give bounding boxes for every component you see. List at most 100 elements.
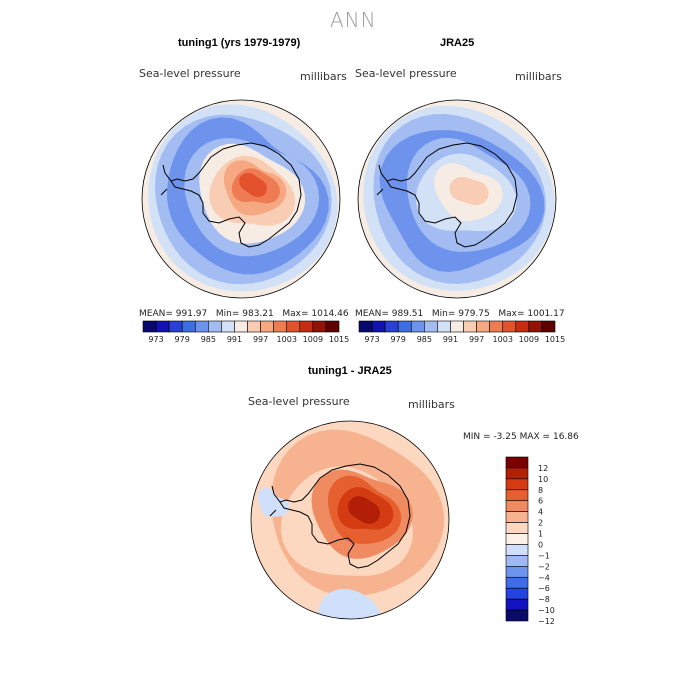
colorbar-swatch-0 — [142, 320, 157, 333]
colorbar-swatch-14 — [505, 609, 529, 622]
panel1-min-value: 983.21 — [242, 309, 274, 319]
panel2-units-label: millibars — [515, 70, 562, 83]
colorbar-tick-12: −8 — [538, 595, 550, 604]
colorbar-swatch-2 — [505, 478, 529, 491]
colorbar-swatch-9 — [260, 320, 274, 333]
panel1-units-label: millibars — [300, 70, 347, 83]
colorbar-swatch-3 — [505, 489, 529, 502]
colorbar-tick-8: −1 — [538, 551, 550, 560]
colorbar-tick-3: 991 — [443, 335, 458, 344]
colorbar-swatch-1 — [371, 320, 386, 333]
panel2-min-label: Min= — [431, 309, 456, 319]
colorbar-tick-2: 8 — [538, 486, 543, 495]
colorbar-tick-7: 1015 — [329, 335, 349, 344]
panel2-mean-value: 989.51 — [391, 309, 424, 319]
panel3-stats: MIN = -3.25 MAX = 16.86 — [463, 432, 579, 442]
colorbar-tick-5: 2 — [538, 519, 543, 528]
colorbar-tick-5: 1003 — [277, 335, 297, 344]
colorbar-tick-1: 979 — [175, 335, 190, 344]
panel1-stats: MEAN= 991.97 Min= 983.21 Max= 1014.46 — [139, 309, 349, 319]
colorbar-swatch-12 — [505, 587, 529, 600]
colorbar-swatch-8 — [463, 320, 477, 333]
colorbar-swatch-1 — [155, 320, 170, 333]
panel2-stats: MEAN= 989.51 Min= 979.75 Max= 1001.17 — [355, 309, 565, 319]
colorbar-swatch-6 — [437, 320, 451, 333]
colorbar-swatch-8 — [247, 320, 261, 333]
map-fill — [358, 100, 556, 298]
contour-band-5 — [348, 496, 380, 524]
panel1-max-value: 1014.46 — [311, 309, 349, 319]
colorbar-swatch-10 — [273, 320, 288, 333]
colorbar-swatch-14 — [541, 320, 556, 333]
colorbar-swatch-12 — [299, 320, 314, 333]
panel3-max-label: MAX = — [519, 432, 551, 442]
colorbar-tick-6: 1009 — [519, 335, 539, 344]
colorbar-tick-6: 1 — [538, 530, 543, 539]
panel3-colorbar: 12 10 8 6 4 2 10 −1 −2 −4 −6 −8 −10 −12 — [505, 456, 555, 626]
colorbar-swatch-9 — [505, 555, 529, 567]
panel1-mean-label: MEAN= — [139, 309, 173, 319]
panel2-mean-label: MEAN= — [355, 309, 389, 319]
colorbar-tick-13: −10 — [538, 606, 555, 615]
colorbar-swatch-2 — [168, 320, 183, 333]
panel3-min-value: -3.25 — [493, 432, 517, 442]
map-fill — [251, 421, 449, 619]
panel3-units-label: millibars — [408, 398, 455, 411]
colorbar-tick-5: 1003 — [493, 335, 513, 344]
colorbar-tick-3: 6 — [538, 497, 543, 506]
antarctica-coastline — [386, 142, 518, 248]
map-border — [250, 420, 450, 620]
south-america-tip — [269, 485, 281, 517]
colorbar-swatch-13 — [528, 320, 543, 333]
panel1-min-label: Min= — [215, 309, 240, 319]
negative-anomaly-south — [318, 589, 382, 619]
map-border — [141, 99, 341, 299]
colorbar-tick-1: 979 — [391, 335, 406, 344]
colorbar-swatch-10 — [505, 566, 529, 578]
colorbar-tick-4: 997 — [469, 335, 484, 344]
colorbar-tick-9: −2 — [538, 562, 550, 571]
panel2-max-value: 1001.17 — [527, 309, 565, 319]
panel1-variable-label: Sea-level pressure — [139, 67, 241, 80]
south-america-tip — [160, 164, 172, 196]
panel1-title: tuning1 (yrs 1979-1979) — [178, 37, 301, 49]
panel3-min-label: MIN = — [463, 432, 491, 442]
colorbar-swatch-2 — [384, 320, 399, 333]
negative-anomaly-patch — [257, 487, 290, 517]
panel2-max-label: Max= — [498, 309, 525, 319]
colorbar-swatch-0 — [505, 456, 529, 469]
colorbar-swatch-13 — [312, 320, 327, 333]
colorbar-swatch-6 — [505, 522, 529, 534]
colorbar-tick-14: −12 — [538, 617, 555, 626]
colorbar-tick-7: 1015 — [545, 335, 565, 344]
contour-band-6 — [449, 177, 489, 205]
colorbar-swatch-4 — [410, 320, 425, 333]
contour-band-8 — [239, 172, 267, 198]
panel2-polar-map — [357, 99, 557, 299]
colorbar-swatch-14 — [325, 320, 340, 333]
colorbar-swatch-4 — [194, 320, 209, 333]
colorbar-swatch-8 — [505, 544, 529, 556]
colorbar-tick-7: 0 — [538, 540, 543, 549]
south-america-tip — [376, 164, 388, 196]
colorbar-swatch-1 — [505, 467, 529, 480]
colorbar-swatch-11 — [502, 320, 517, 333]
colorbar-swatch-6 — [221, 320, 235, 333]
colorbar-swatch-10 — [489, 320, 504, 333]
colorbar-swatch-5 — [505, 511, 529, 523]
colorbar-swatch-9 — [476, 320, 490, 333]
colorbar-tick-0: 973 — [148, 335, 163, 344]
colorbar-tick-1: 10 — [538, 475, 548, 484]
colorbar-tick-11: −6 — [538, 584, 550, 593]
colorbar-swatch-11 — [505, 576, 529, 589]
colorbar-tick-10: −4 — [538, 573, 550, 582]
colorbar-tick-6: 1009 — [303, 335, 323, 344]
panel1-max-label: Max= — [282, 309, 309, 319]
colorbar-swatch-11 — [286, 320, 301, 333]
colorbar-tick-4: 4 — [538, 508, 543, 517]
colorbar-swatch-0 — [358, 320, 373, 333]
map-border — [357, 99, 557, 299]
panel2-title: JRA25 — [440, 37, 475, 49]
colorbar-swatch-3 — [181, 320, 196, 333]
panel2-min-value: 979.75 — [458, 309, 490, 319]
